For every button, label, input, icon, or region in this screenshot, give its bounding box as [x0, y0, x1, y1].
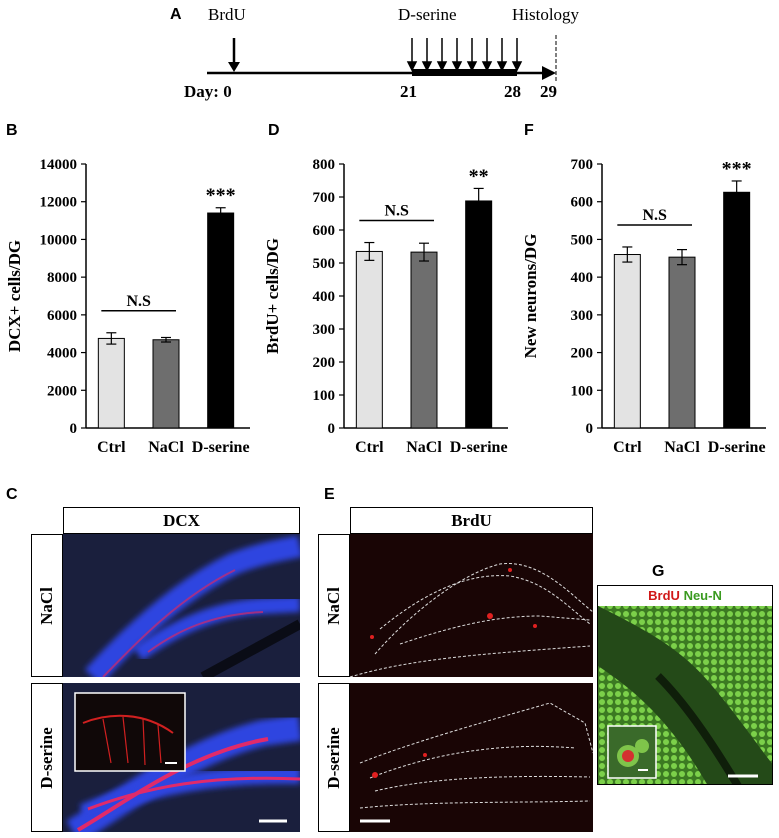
y-tick-label: 12000	[40, 195, 78, 211]
bar	[97, 337, 125, 429]
panel-label-g: G	[652, 563, 665, 580]
y-tick-label: 10000	[40, 232, 78, 248]
dserine-injection-arrowhead	[421, 61, 433, 72]
panel-label-e: E	[324, 486, 335, 503]
category-label: Ctrl	[613, 439, 642, 456]
y-tick-label: 600	[571, 195, 594, 211]
dserine-injection-arrowhead	[436, 61, 448, 72]
timeline-dserine-label: D-serine	[398, 5, 457, 24]
neun-legend-brdu: BrdU	[648, 588, 680, 603]
y-tick-label: 500	[571, 232, 594, 248]
timeline-day0-label: Day: 0	[184, 82, 232, 101]
category-label: D-serine	[450, 439, 508, 456]
panel-label-c: C	[6, 486, 18, 503]
dcx-micrograph-dserine	[63, 683, 300, 832]
dserine-injection-arrowhead	[496, 61, 508, 72]
y-tick-label: 0	[328, 421, 336, 437]
row-label-text: D-serine	[324, 726, 343, 789]
y-tick-label: 14000	[40, 157, 78, 173]
bar	[355, 250, 383, 429]
timeline-day21-label: 21	[400, 82, 417, 101]
y-tick-label: 700	[571, 157, 594, 173]
bar	[410, 251, 438, 429]
category-label: Ctrl	[355, 439, 384, 456]
brdu-header: BrdU	[350, 507, 593, 534]
ns-label: N.S	[642, 207, 667, 224]
neun-legend-neun: Neu-N	[683, 588, 722, 603]
brdu-micrograph-nacl	[350, 534, 593, 677]
y-tick-label: 100	[313, 388, 336, 404]
y-tick-label: 100	[571, 383, 594, 399]
category-label: NaCl	[148, 439, 184, 456]
row-label-text: NaCl	[37, 586, 56, 625]
category-label: Ctrl	[97, 439, 126, 456]
row-label-text: D-serine	[37, 726, 56, 789]
bar-chart-new-neurons: 0 100 200 300 400 500 600 700 New neurons/DG Ctrl…	[521, 157, 766, 456]
dserine-injection-arrowhead	[466, 61, 478, 72]
neun-micrograph: BrdU Neu-N	[597, 585, 773, 785]
y-tick-label: 300	[571, 308, 594, 324]
timeline-brdu-label: BrdU	[208, 5, 246, 24]
y-tick-label: 300	[313, 322, 336, 338]
bar	[613, 254, 641, 429]
bar-chart-dcx: 0 2000 4000 6000 8000 10000 12000 14000 DCX+ cel…	[5, 157, 250, 456]
category-label: D-serine	[708, 439, 766, 456]
significance-stars: **	[469, 165, 489, 187]
dserine-injection-arrowhead	[406, 61, 418, 72]
bar	[723, 191, 751, 429]
bar	[465, 200, 493, 429]
y-tick-label: 4000	[47, 346, 77, 362]
category-label: D-serine	[192, 439, 250, 456]
y-tick-label: 200	[313, 355, 336, 371]
row-label-nacl-c: NaCl	[31, 534, 63, 677]
y-tick-label: 8000	[47, 270, 77, 286]
ns-label: N.S	[126, 293, 151, 310]
significance-stars: ***	[722, 158, 752, 180]
timeline-histology-label: Histology	[512, 5, 580, 24]
neun-legend: BrdU Neu-N	[598, 586, 772, 606]
significance-stars: ***	[206, 185, 236, 207]
y-tick-label: 0	[586, 421, 594, 437]
y-tick-label: 400	[313, 289, 336, 305]
row-label-nacl-e: NaCl	[318, 534, 350, 677]
category-label: NaCl	[406, 439, 442, 456]
ns-label: N.S	[384, 203, 409, 220]
y-tick-label: 200	[571, 346, 594, 362]
row-label-text: NaCl	[324, 586, 343, 625]
dcx-header: DCX	[63, 507, 300, 534]
y-tick-label: 800	[313, 157, 336, 173]
timeline-day28-label: 28	[504, 82, 521, 101]
category-label: NaCl	[664, 439, 700, 456]
y-axis-label: DCX+ cells/DG	[5, 240, 24, 352]
y-axis-label: New neurons/DG	[521, 234, 540, 359]
dcx-micrograph-nacl	[63, 534, 300, 677]
y-axis-label: BrdU+ cells/DG	[263, 238, 282, 354]
row-label-dserine-c: D-serine	[31, 683, 63, 832]
row-label-dserine-e: D-serine	[318, 683, 350, 832]
dserine-injection-arrowhead	[511, 61, 523, 72]
timeline-axis	[207, 35, 557, 82]
panel-label-a: A	[170, 6, 182, 23]
y-tick-label: 400	[571, 270, 594, 286]
panel-label-d: D	[268, 122, 280, 139]
dserine-injection-arrowhead	[481, 61, 493, 72]
bar-chart-brdu: 0 100 200 300 400 500 600 700 800 BrdU+ cells/DG C…	[263, 157, 508, 456]
y-tick-label: 600	[313, 223, 336, 239]
bar	[152, 339, 180, 429]
bar	[668, 256, 696, 429]
dserine-injection-arrowhead	[451, 61, 463, 72]
panel-label-f: F	[524, 122, 534, 139]
y-tick-label: 700	[313, 190, 336, 206]
brdu-micrograph-dserine	[350, 683, 593, 832]
y-tick-label: 6000	[47, 308, 77, 324]
panel-label-b: B	[6, 122, 18, 139]
y-tick-label: 500	[313, 256, 336, 272]
y-tick-label: 2000	[47, 383, 77, 399]
timeline-day29-label: 29	[540, 82, 557, 101]
y-tick-label: 0	[70, 421, 78, 437]
bar	[207, 212, 235, 429]
